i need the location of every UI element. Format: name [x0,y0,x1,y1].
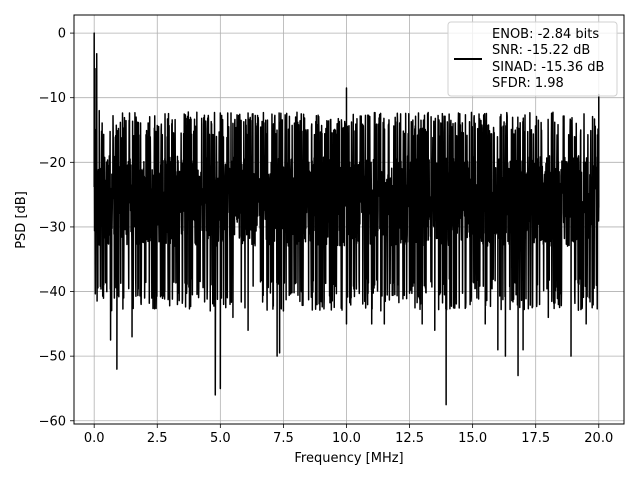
legend: ENOB: -2.84 bits SNR: -15.22 dB SINAD: -… [447,21,618,97]
x-tick-label: 10.0 [332,431,361,446]
axes-frame [73,14,625,425]
y-tick-label: −30 [39,220,66,235]
y-axis-label: PSD [dB] [14,191,29,249]
x-tick-label: 15.0 [458,431,487,446]
x-axis-label: Frequency [MHz] [294,451,403,466]
x-tick-label: 2.5 [147,431,168,446]
legend-entry-enob: ENOB: -2.84 bits [492,27,599,42]
y-ticks: 0 −10 −20 −30 −40 −50 −60 [39,27,74,429]
y-tick-label: −50 [39,350,66,365]
legend-entry-sfdr: SFDR: 1.98 [492,76,564,91]
legend-entry-sinad: SINAD: -15.36 dB [492,60,604,75]
x-tick-label: 7.5 [273,431,294,446]
legend-entry-snr: SNR: -15.22 dB [492,43,590,58]
y-tick-label: −10 [39,91,66,106]
x-tick-label: 5.0 [210,431,231,446]
y-tick-label: −60 [39,414,66,429]
x-tick-label: 0.0 [84,431,105,446]
y-tick-label: −20 [39,156,66,171]
x-ticks: 0.0 2.5 5.0 7.5 10.0 12.5 15.0 17.5 20.0 [84,424,613,446]
series-layer [93,32,600,406]
x-tick-label: 17.5 [521,431,550,446]
x-tick-label: 20.0 [584,431,613,446]
y-tick-label: −40 [39,285,66,300]
legend-box [447,21,618,97]
y-tick-label: 0 [58,27,66,42]
psd-series-line [93,32,600,406]
x-tick-label: 12.5 [395,431,424,446]
